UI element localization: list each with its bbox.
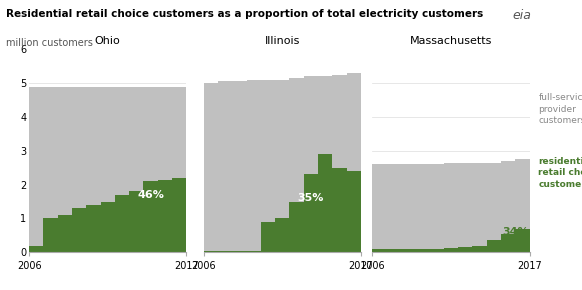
Text: 34%: 34% (502, 227, 528, 237)
Text: million customers: million customers (6, 38, 93, 48)
Title: Ohio: Ohio (95, 36, 120, 46)
Text: eia: eia (512, 9, 531, 22)
Text: full-service
provider
customers: full-service provider customers (538, 93, 582, 125)
Text: Residential retail choice customers as a proportion of total electricity custome: Residential retail choice customers as a… (6, 9, 483, 19)
Title: Massachusetts: Massachusetts (410, 36, 492, 46)
Text: 35%: 35% (297, 193, 324, 203)
Text: 46%: 46% (137, 190, 164, 200)
Text: residential
retail choice
customers: residential retail choice customers (538, 157, 582, 189)
Title: Illinois: Illinois (265, 36, 300, 46)
